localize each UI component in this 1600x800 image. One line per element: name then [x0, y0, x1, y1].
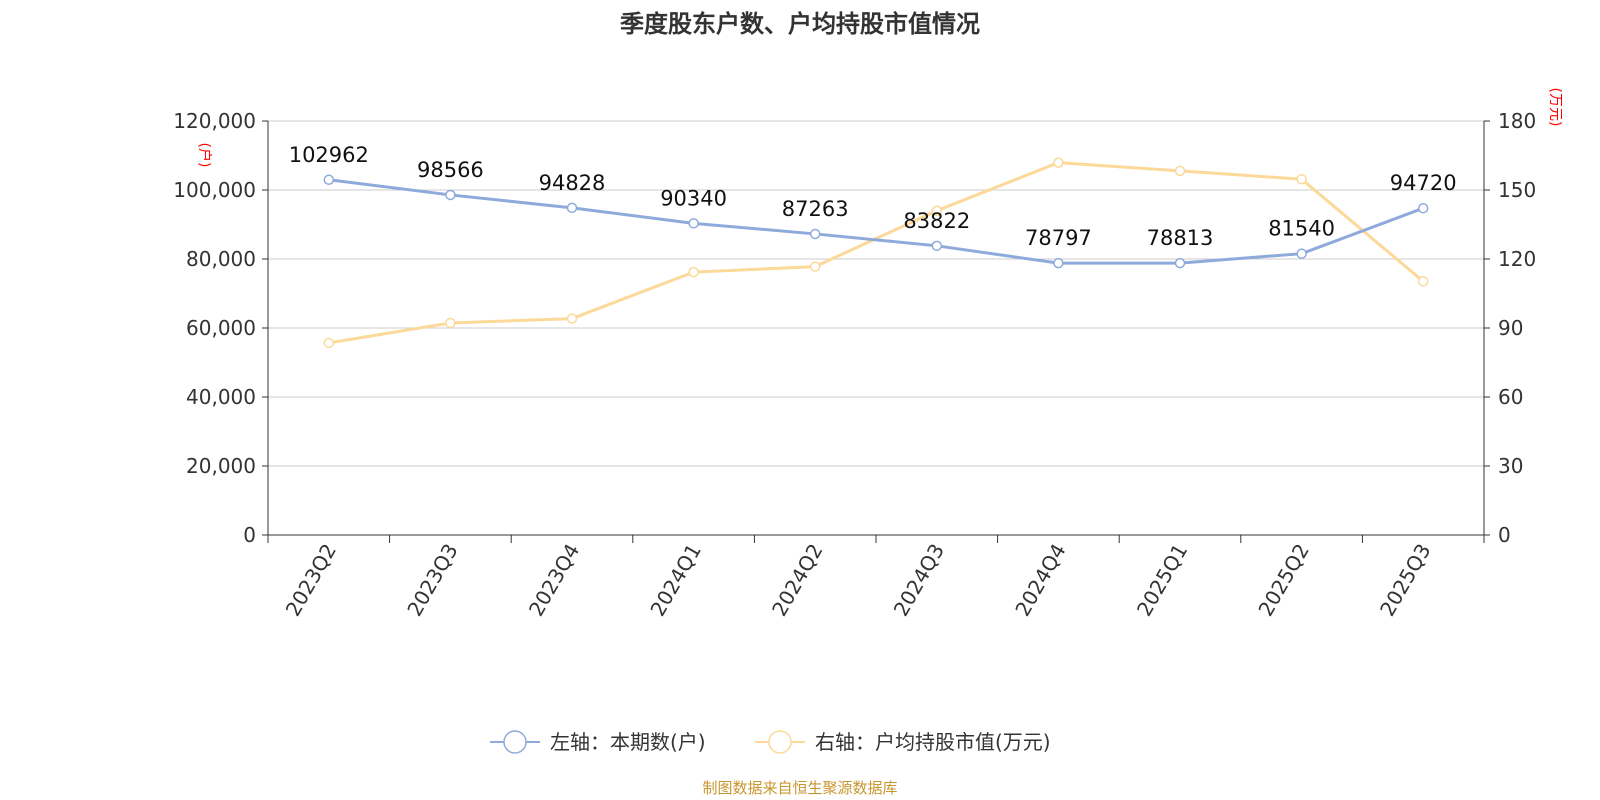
- source-note: 制图数据来自恒生聚源数据库: [702, 779, 897, 797]
- x-axis-tick-label: 2024Q4: [1010, 540, 1070, 621]
- right-axis-tick-label: 90: [1498, 316, 1523, 340]
- data-label: 78813: [1147, 226, 1214, 250]
- data-point-right: [1296, 173, 1307, 185]
- left-axis-tick-label: 20,000: [186, 454, 256, 478]
- data-label: 90340: [660, 186, 727, 210]
- data-point-right: [809, 261, 821, 272]
- grid-lines: [268, 120, 1484, 467]
- data-label: 98566: [417, 158, 484, 182]
- right-axis-unit: (万元): [1547, 88, 1563, 127]
- data-label: 78797: [1025, 226, 1092, 250]
- right-axis-tick-label: 150: [1498, 178, 1536, 202]
- x-axis-tick-label: 2024Q2: [767, 540, 827, 621]
- data-point-left: [566, 202, 578, 214]
- data-point-right: [931, 205, 943, 216]
- x-axis-tick-label: 2024Q3: [889, 540, 949, 621]
- data-point-left: [809, 228, 821, 240]
- x-axis-tick-label: 2025Q1: [1132, 540, 1192, 621]
- legend-item-left-series[interactable]: 左轴：本期数(户): [490, 730, 706, 754]
- x-axis-tick-label: 2023Q4: [524, 540, 584, 621]
- data-point-right: [688, 266, 699, 278]
- x-axis-tick-label: 2023Q3: [402, 540, 462, 621]
- data-point-right: [1053, 157, 1064, 168]
- data-point-right: [566, 313, 578, 324]
- chart-title: 季度股东户数、户均持股市值情况: [620, 10, 980, 38]
- x-axis-tick-label: 2025Q3: [1375, 540, 1435, 621]
- series-line-left: [328, 178, 1424, 265]
- legend-circle-icon: [768, 730, 792, 754]
- legend-label: 左轴：本期数(户): [550, 730, 706, 754]
- data-label: 102962: [289, 143, 369, 167]
- right-axis-tick-label: 60: [1498, 385, 1523, 409]
- legend-label: 右轴：户均持股市值(万元): [815, 730, 1051, 754]
- right-axis-tick-label: 0: [1498, 523, 1511, 547]
- data-point-right: [323, 337, 335, 349]
- data-point-left: [323, 174, 335, 186]
- left-axis-tick-label: 60,000: [186, 316, 256, 340]
- x-axis-tick-label: 2023Q2: [281, 540, 341, 621]
- left-axis-tick-label: 100,000: [173, 178, 256, 202]
- data-point-right: [445, 317, 456, 329]
- series: [323, 157, 1429, 349]
- data-point-left: [688, 218, 699, 229]
- data-point-right: [1417, 276, 1429, 287]
- data-point-left: [1296, 248, 1307, 259]
- left-axis-unit: (户): [196, 143, 213, 168]
- left-axis-tick-label: 80,000: [186, 247, 256, 271]
- x-axis-tick-label: 2025Q2: [1253, 540, 1313, 621]
- left-axis-tick-label: 0: [243, 523, 256, 547]
- data-labels: 102962 98566 94828 90340 87263 83822 78797 7881…: [289, 143, 1457, 250]
- left-axis-tick-label: 40,000: [186, 385, 256, 409]
- legend-item-right-series[interactable]: 右轴：户均持股市值(万元): [755, 730, 1051, 754]
- data-point-left: [445, 189, 456, 201]
- data-point-left: [931, 240, 943, 252]
- right-axis-tick-label: 120: [1498, 247, 1536, 271]
- legend[interactable]: 左轴：本期数(户) 右轴：户均持股市值(万元): [490, 730, 1051, 754]
- data-label: 94828: [539, 171, 606, 195]
- data-label: 83822: [903, 209, 970, 233]
- data-label: 87263: [782, 197, 849, 221]
- right-axis-tick-label: 180: [1498, 109, 1536, 133]
- data-point-right: [1174, 165, 1186, 177]
- data-label: 94720: [1390, 171, 1457, 195]
- data-point-left: [1417, 202, 1429, 214]
- legend-circle-icon: [503, 730, 527, 754]
- data-point-left: [1174, 257, 1186, 269]
- left-axis-tick-label: 120,000: [173, 109, 256, 133]
- x-axis-tick-label: 2024Q1: [645, 540, 705, 621]
- data-label: 81540: [1268, 217, 1335, 241]
- right-axis-tick-label: 30: [1498, 454, 1523, 478]
- data-point-left: [1053, 257, 1064, 269]
